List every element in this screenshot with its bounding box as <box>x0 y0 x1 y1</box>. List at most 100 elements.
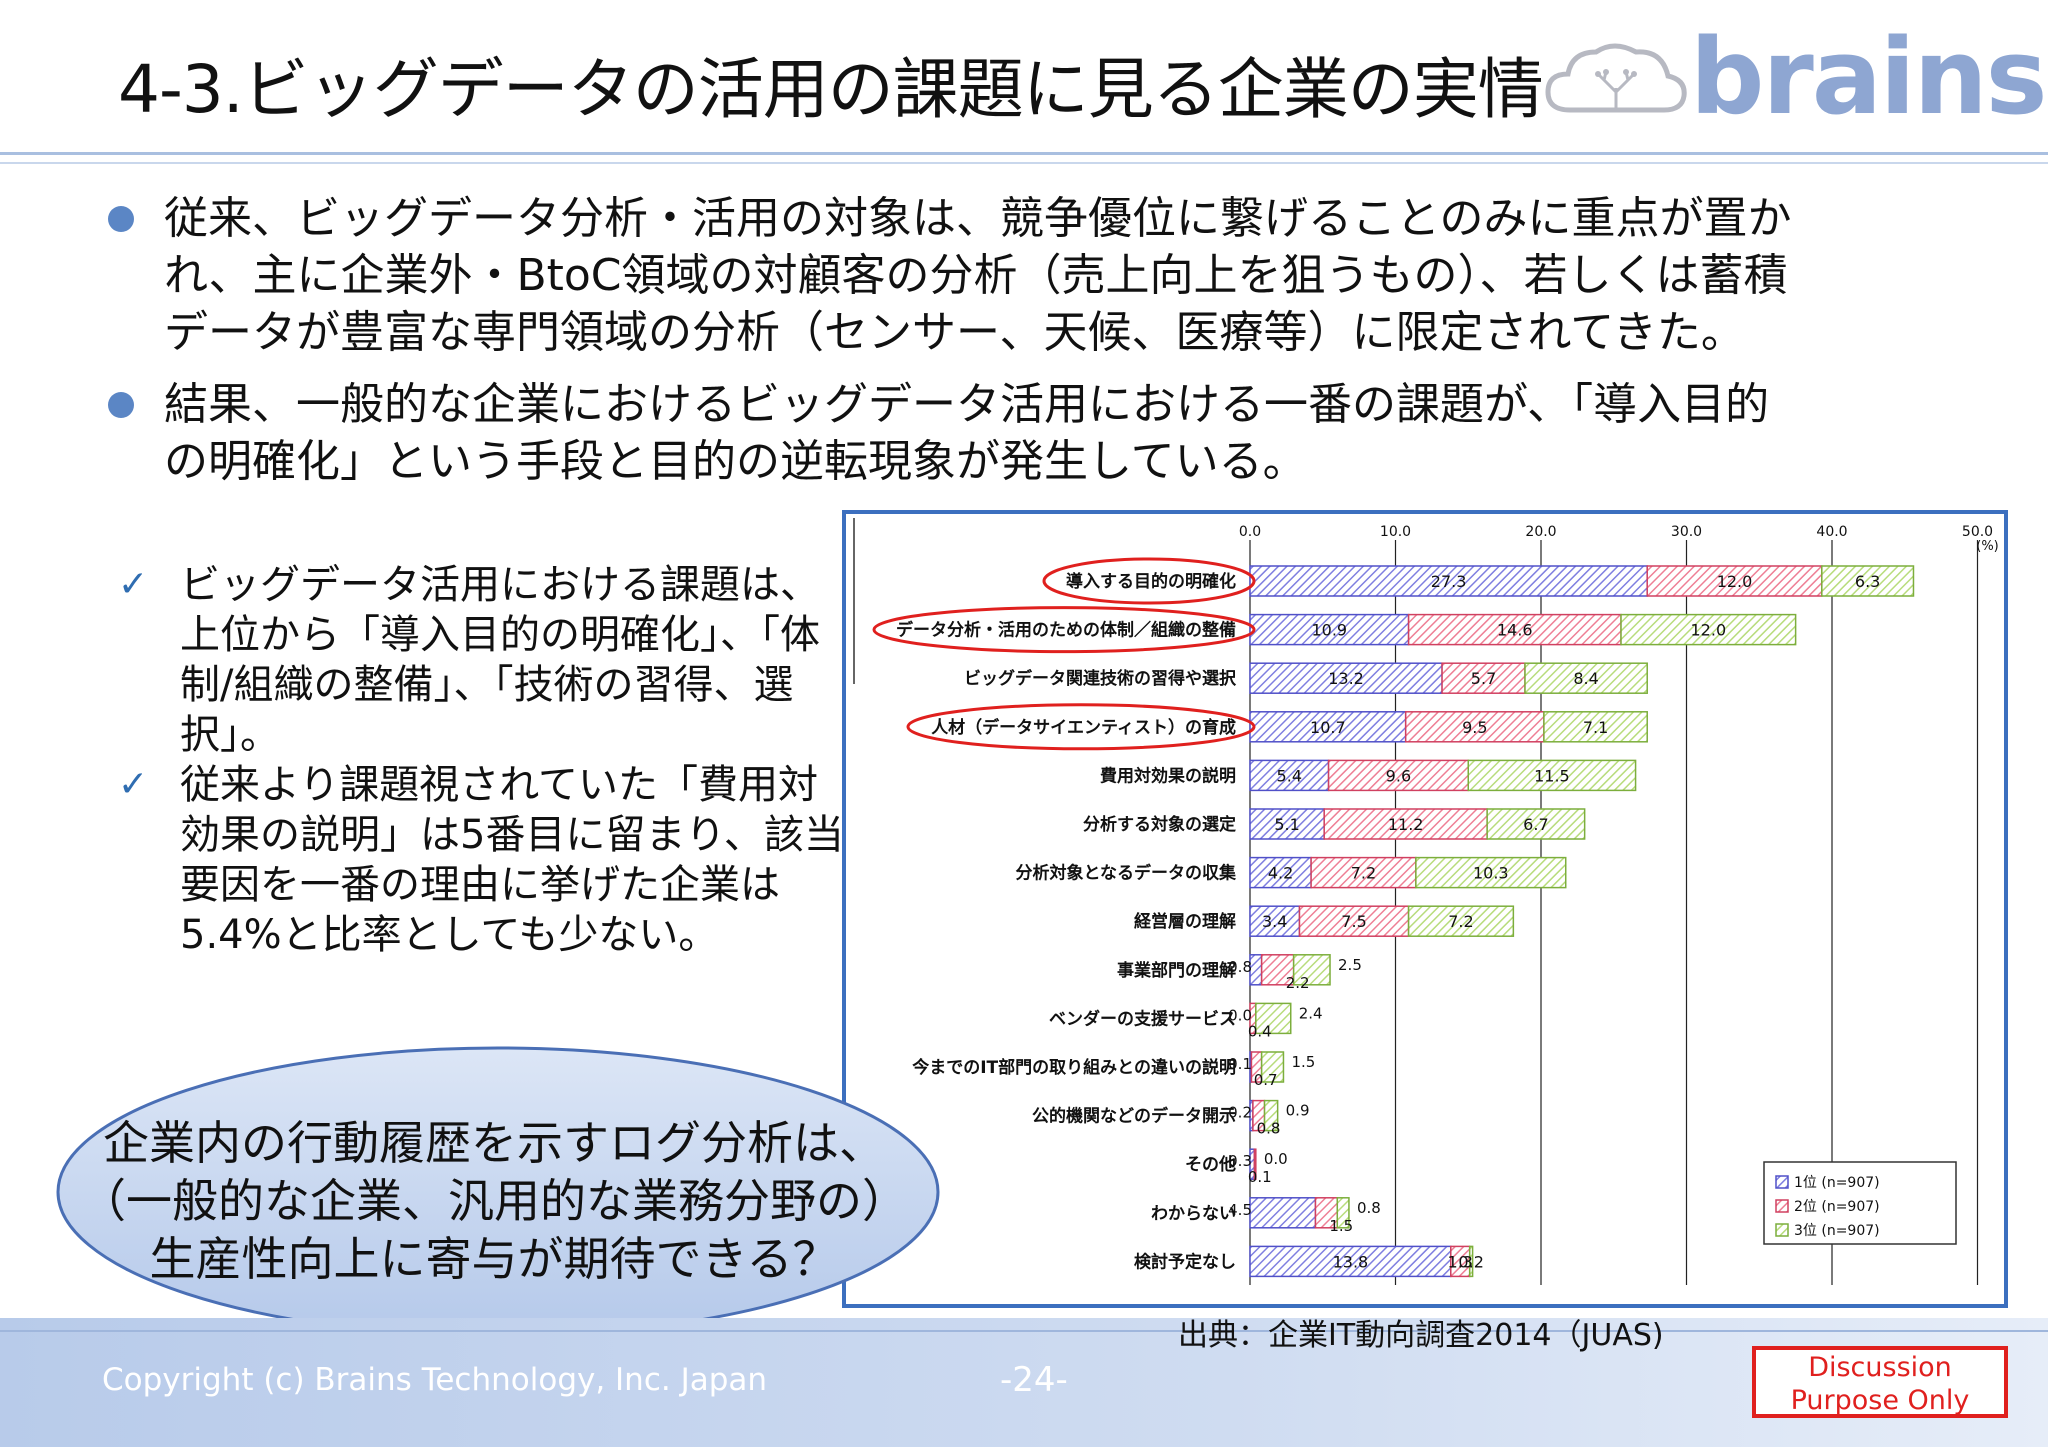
category-label: 人材（データサイエンティスト）の育成 <box>931 717 1236 738</box>
bar-segment <box>1407 905 1515 937</box>
bar-segment <box>1441 662 1526 694</box>
bar-segment <box>1249 711 1407 743</box>
bullet-text: 従来、ビッグデータ分析・活用の対象は、競争優位に繋げることのみに重点が置か れ、… <box>164 193 1792 358</box>
stacked-bar-chart: 導入する目的の明確化 27.3 12.0 6.3 データ分析・活用のための体制／組織の整… <box>853 518 1999 1285</box>
data-label: 9.6 <box>1386 766 1411 785</box>
bar-segment <box>1249 1245 1452 1278</box>
legend-label: 1位 (n=907) <box>1794 1175 1880 1191</box>
data-label: 1.5 <box>1329 1217 1353 1235</box>
bar-segment <box>1260 1051 1285 1083</box>
data-label: 12.0 <box>1691 621 1727 640</box>
bar-segment <box>1543 711 1648 743</box>
discussion-stamp: Discussion Purpose Only <box>1752 1346 2008 1418</box>
category-label: 分析する対象の選定 <box>1083 814 1236 835</box>
category-label: 導入する目的の明確化 <box>1066 571 1236 592</box>
data-label: 0.2 <box>1458 1252 1483 1271</box>
bar-segment <box>1415 856 1567 889</box>
logo-wordmark: brains <box>1690 16 2048 138</box>
header-rule <box>0 152 2048 155</box>
category-label: 公的機関などのデータ開示 <box>1032 1106 1236 1127</box>
bullet-text: 結果、一般的な企業におけるビッグデータ活用における一番の課題が、「導入目的 の明… <box>164 379 1770 487</box>
data-label: 2.2 <box>1286 974 1310 992</box>
data-label: 0.8 <box>1357 1199 1381 1217</box>
data-label: 0.4 <box>1248 1022 1272 1040</box>
bullet-dot-icon <box>108 392 134 418</box>
copyright: Copyright (c) Brains Technology, Inc. Ja… <box>102 1362 768 1398</box>
category-label: 今までのIT部門の取り組みとの違いの説明 <box>912 1057 1236 1078</box>
cloud-tree-icon <box>1545 43 1687 113</box>
data-label: 10.9 <box>1311 621 1347 640</box>
data-label: 2.5 <box>1338 956 1362 974</box>
data-label: 0.8 <box>1228 958 1252 976</box>
data-label: 2.4 <box>1299 1004 1323 1022</box>
bar-segment <box>1468 1245 1474 1278</box>
data-label: 5.7 <box>1471 669 1496 688</box>
axis-unit-label: (%) <box>1976 539 1999 554</box>
category-label: 検討予定なし <box>1134 1251 1236 1272</box>
x-tick-label: 10.0 <box>1380 524 1411 540</box>
data-label: 0.3 <box>1228 1152 1252 1170</box>
check-item-2: ✓ 従来より課題視されていた「費用対効果の説明」は5番目に留まり、該当要因を一番… <box>118 760 848 960</box>
data-label: 9.5 <box>1462 718 1487 737</box>
data-label: 6.3 <box>1855 572 1880 591</box>
x-tick-label: 40.0 <box>1816 524 1847 540</box>
bar-segment <box>1263 1099 1279 1132</box>
bar-segment <box>1323 808 1488 840</box>
data-label: 12.0 <box>1717 572 1753 591</box>
category-label: 経営層の理解 <box>1134 911 1236 932</box>
data-label: 5.1 <box>1274 815 1299 834</box>
brains-logo: brains <box>1540 16 2048 138</box>
checkmark-icon: ✓ <box>118 764 149 805</box>
data-label: 7.5 <box>1341 912 1366 931</box>
legend-box <box>1763 1161 1957 1245</box>
legend-label: 3位 (n=907) <box>1794 1223 1880 1239</box>
callout-ellipse: 企業内の行動履歴を示すログ分析は、 （一般的な企業、汎用的な業務分野の） 生産性… <box>54 1042 964 1342</box>
bar-segment <box>1404 711 1545 743</box>
highlight-circle <box>1042 557 1256 605</box>
header-rule-secondary <box>0 162 2048 164</box>
bar-segment <box>1327 759 1469 792</box>
data-label: 0.9 <box>1286 1102 1310 1120</box>
legend-swatch <box>1775 1199 1789 1213</box>
category-label: データ分析・活用のための体制／組織の整備 <box>896 620 1236 641</box>
category-label: 費用対効果の説明 <box>1100 765 1236 786</box>
page-number: -24- <box>1000 1360 1068 1400</box>
legend-swatch <box>1775 1223 1789 1237</box>
category-label: ビッグデータ関連技術の習得や選択 <box>964 668 1237 689</box>
highlight-circle <box>872 606 1256 654</box>
x-tick-label: 20.0 <box>1525 524 1556 540</box>
data-label: 10.3 <box>1473 864 1509 883</box>
bar-segment <box>1646 565 1823 597</box>
data-label: 5.4 <box>1277 766 1302 785</box>
bar-segment <box>1249 565 1648 597</box>
data-label: 13.2 <box>1328 669 1364 688</box>
data-label: 0.7 <box>1254 1071 1278 1089</box>
checkmark-icon: ✓ <box>118 564 149 605</box>
category-label: ベンダーの支援サービス <box>1049 1008 1236 1029</box>
data-label: 7.1 <box>1583 718 1608 737</box>
data-label: 13.8 <box>1333 1252 1369 1271</box>
bar-segment <box>1620 613 1797 646</box>
x-tick-label: 50.0 <box>1962 524 1993 540</box>
legend-swatch <box>1775 1175 1789 1189</box>
check-item-1: ✓ ビッグデータ活用における課題は、上位から「導入目的の明確化」、「体制/組織の… <box>118 560 848 760</box>
data-label: 7.2 <box>1351 864 1376 883</box>
highlight-circle <box>906 703 1256 751</box>
bar-segment <box>1524 662 1648 694</box>
bar-segment <box>1336 1197 1350 1229</box>
data-label: 8.4 <box>1573 669 1598 688</box>
data-label: 1.3 <box>1448 1252 1473 1271</box>
bar-segment <box>1407 613 1622 646</box>
data-label: 14.6 <box>1497 621 1533 640</box>
data-label: 0.1 <box>1228 1055 1252 1073</box>
data-label: 10.7 <box>1310 718 1346 737</box>
legend-label: 2位 (n=907) <box>1794 1199 1880 1215</box>
data-label: 7.2 <box>1448 912 1473 931</box>
data-label: 0.0 <box>1264 1150 1288 1168</box>
bar-segment <box>1249 808 1325 840</box>
footer-rule <box>0 1330 2048 1332</box>
data-label: 4.2 <box>1268 864 1293 883</box>
data-label: 4.5 <box>1228 1201 1252 1219</box>
category-label: 分析対象となるデータの収集 <box>1016 863 1237 884</box>
data-label: 0.2 <box>1228 1104 1252 1122</box>
